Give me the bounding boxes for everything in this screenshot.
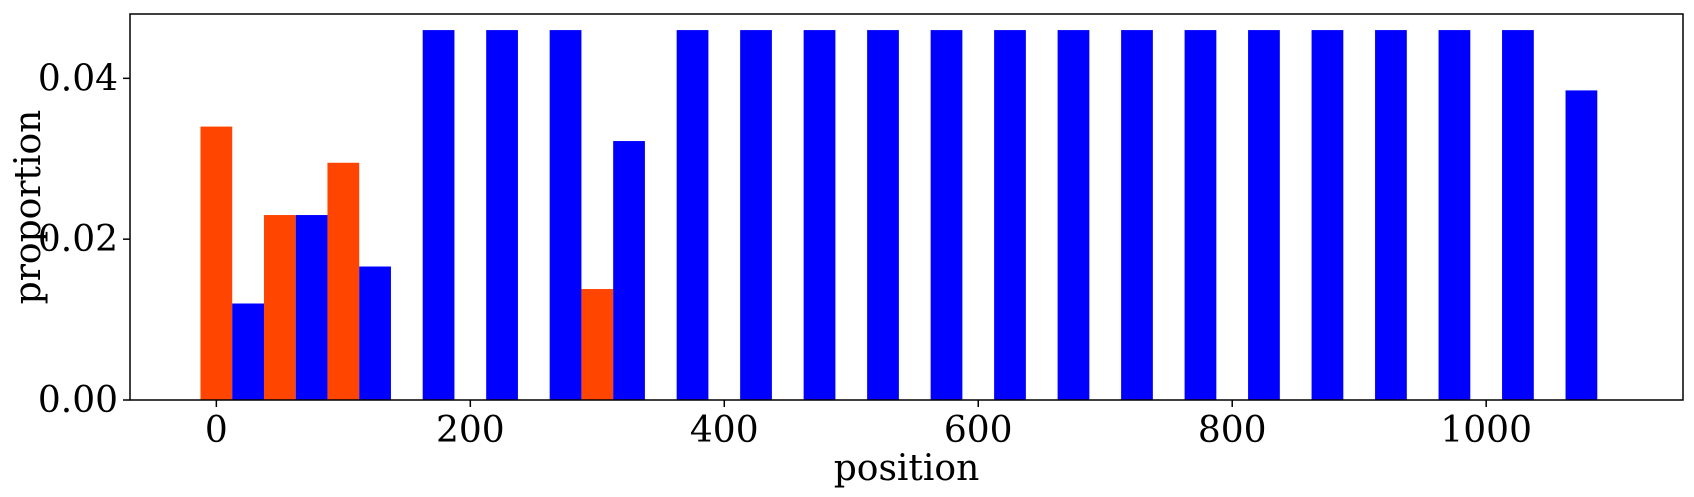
y-tick-label: 0.04: [38, 58, 118, 99]
blue-bar: [359, 266, 391, 400]
blue-bar: [549, 30, 582, 400]
blue-bar: [1565, 90, 1598, 400]
y-tick-label: 0.00: [38, 380, 118, 421]
y-axis-ticks: 0.00 0.02 0.04: [38, 58, 130, 421]
blue-bar: [1121, 30, 1153, 400]
blue-bar: [1438, 30, 1471, 400]
blue-bar: [1184, 30, 1217, 400]
bars-layer: [200, 30, 1598, 400]
blue-bar: [930, 30, 963, 400]
blue-bar: [803, 30, 836, 400]
x-tick-label: 600: [944, 410, 1013, 451]
blue-bar: [676, 30, 709, 400]
blue-bar: [1502, 30, 1534, 400]
blue-bar: [740, 30, 772, 400]
blue-bar: [1248, 30, 1280, 400]
y-tick-label: 0.02: [38, 219, 118, 260]
blue-bar: [422, 30, 455, 400]
plot-frame: [129, 13, 1684, 401]
blue-bar: [232, 303, 264, 400]
orange-bar: [200, 126, 233, 400]
x-tick-label: 200: [436, 410, 505, 451]
orange-bar: [263, 215, 296, 400]
blue-bar: [1375, 30, 1407, 400]
x-tick-label: 800: [1198, 410, 1267, 451]
x-tick-label: 400: [690, 410, 759, 451]
y-axis-label: proportion: [8, 110, 49, 305]
blue-bar: [994, 30, 1026, 400]
blue-bar: [1057, 30, 1090, 400]
x-axis-label: position: [834, 448, 980, 489]
x-tick-label: 0: [205, 410, 228, 451]
blue-bar: [867, 30, 899, 400]
blue-bar: [1311, 30, 1344, 400]
blue-bar: [295, 215, 328, 400]
blue-bar: [613, 141, 645, 400]
orange-bar: [581, 289, 614, 400]
blue-bar: [486, 30, 518, 400]
x-axis-ticks: 0 200 400 600 800 1000: [205, 400, 1532, 451]
orange-bar: [327, 162, 360, 400]
x-tick-label: 1000: [1440, 410, 1532, 451]
